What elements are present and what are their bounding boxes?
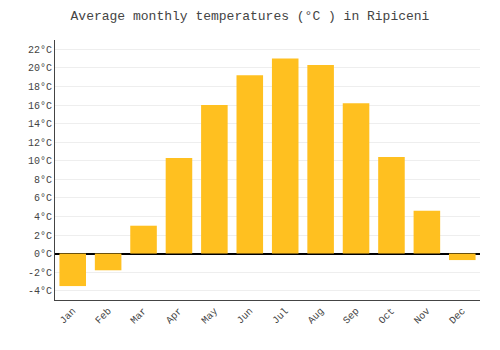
svg-text:20°C: 20°C: [28, 63, 52, 74]
svg-text:4°C: 4°C: [34, 212, 52, 223]
svg-text:Nov: Nov: [412, 306, 433, 327]
svg-text:2°C: 2°C: [34, 231, 52, 242]
svg-text:May: May: [200, 306, 221, 327]
svg-text:14°C: 14°C: [28, 119, 52, 130]
svg-text:Jan: Jan: [58, 306, 79, 327]
svg-text:Aug: Aug: [306, 306, 327, 327]
svg-text:Jun: Jun: [235, 306, 256, 327]
svg-text:12°C: 12°C: [28, 138, 52, 149]
svg-text:16°C: 16°C: [28, 101, 52, 112]
svg-text:Dec: Dec: [447, 306, 468, 327]
svg-text:Oct: Oct: [377, 306, 398, 327]
svg-text:10°C: 10°C: [28, 156, 52, 167]
svg-text:8°C: 8°C: [34, 175, 52, 186]
svg-text:18°C: 18°C: [28, 82, 52, 93]
svg-text:Sep: Sep: [341, 306, 362, 327]
svg-text:Average monthly temperatures (: Average monthly temperatures (°C ) in Ri…: [71, 9, 430, 24]
svg-text:Jul: Jul: [270, 306, 291, 327]
svg-text:6°C: 6°C: [34, 193, 52, 204]
svg-text:0°C: 0°C: [34, 249, 52, 260]
svg-text:-4°C: -4°C: [28, 286, 52, 297]
svg-text:-2°C: -2°C: [28, 268, 52, 279]
svg-text:22°C: 22°C: [28, 45, 52, 56]
svg-text:Apr: Apr: [164, 306, 185, 327]
svg-text:Feb: Feb: [93, 306, 114, 327]
svg-text:Mar: Mar: [129, 306, 150, 327]
